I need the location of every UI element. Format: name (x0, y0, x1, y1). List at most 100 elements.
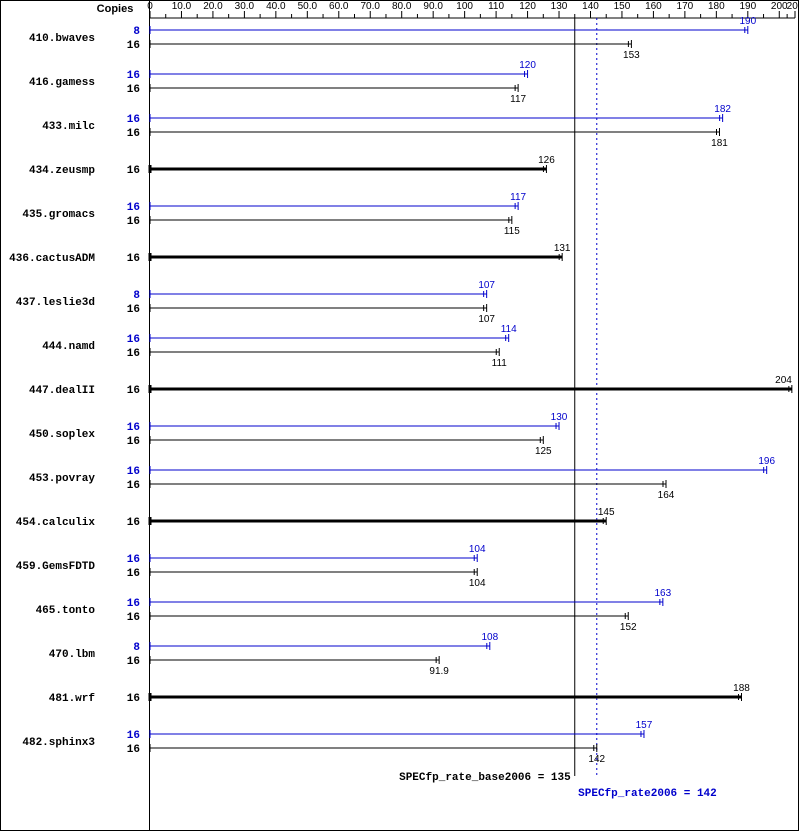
benchmark-label: 459.GemsFDTD (16, 561, 96, 573)
peak-bar-value: 157 (636, 720, 653, 731)
x-tick-label: 170 (677, 1, 694, 12)
copies-value-peak: 16 (127, 554, 140, 566)
benchmark-label: 437.leslie3d (16, 297, 95, 309)
copies-value: 16 (127, 517, 140, 529)
peak-bar-value: 190 (739, 16, 756, 27)
x-tick-label: 160 (645, 1, 662, 12)
base-bar-value: 104 (469, 578, 486, 589)
base-bar-value: 125 (535, 446, 552, 457)
x-tick-label: 205 (787, 1, 799, 12)
benchmark-label: 433.milc (42, 121, 95, 133)
benchmark-label: 444.namd (42, 341, 95, 353)
copies-value-peak: 8 (133, 290, 140, 302)
peak-bar-value: 130 (551, 412, 568, 423)
copies-value-base: 16 (127, 40, 140, 52)
copies-value-base: 16 (127, 348, 140, 360)
copies-value-base: 16 (127, 480, 140, 492)
x-tick-label: 10.0 (172, 1, 192, 12)
copies-value: 16 (127, 253, 140, 265)
benchmark-label: 447.dealII (29, 385, 95, 397)
peak-bar-value: 196 (758, 456, 775, 467)
benchmark-label: 435.gromacs (22, 209, 95, 221)
base-bar-value: 204 (775, 375, 792, 386)
x-tick-label: 60.0 (329, 1, 349, 12)
x-tick-label: 30.0 (235, 1, 255, 12)
x-tick-label: 200 (771, 1, 788, 12)
base-bar-value: 181 (711, 138, 728, 149)
base-bar-value: 188 (733, 683, 750, 694)
benchmark-label: 481.wrf (49, 693, 96, 705)
base-bar-value: 111 (492, 358, 508, 369)
x-tick-label: 190 (739, 1, 756, 12)
benchmark-label: 470.lbm (49, 649, 96, 661)
copies-value-peak: 16 (127, 422, 140, 434)
x-tick-label: 50.0 (298, 1, 318, 12)
copies-value-peak: 16 (127, 202, 140, 214)
copies-value-peak: 8 (133, 642, 140, 654)
x-tick-label: 180 (708, 1, 725, 12)
benchmark-label: 453.povray (29, 473, 95, 485)
x-tick-label: 90.0 (423, 1, 443, 12)
peak-bar-value: 182 (714, 104, 731, 115)
benchmark-label: 436.cactusADM (9, 253, 95, 265)
copies-header: Copies (97, 3, 134, 15)
benchmark-label: 416.gamess (29, 77, 95, 89)
benchmark-label: 465.tonto (36, 605, 96, 617)
x-tick-label: 120 (519, 1, 536, 12)
peak-bar-value: 120 (519, 60, 536, 71)
base-bar-value: 152 (620, 622, 637, 633)
copies-value-base: 16 (127, 84, 140, 96)
benchmark-label: 454.calculix (16, 517, 96, 529)
base-bar-value: 164 (658, 490, 675, 501)
x-tick-label: 100 (456, 1, 473, 12)
peak-bar-value: 117 (510, 192, 526, 203)
x-tick-label: 40.0 (266, 1, 286, 12)
spec-rate-chart: 0 10.0 20.0 30.0 40.0 50.0 60.0 70.0 80.0 90.0 100… (0, 0, 799, 831)
copies-value-base: 16 (127, 656, 140, 668)
base-bar-value: 115 (504, 226, 520, 237)
base-bar-value: 142 (588, 754, 605, 765)
base-bar-value: 145 (598, 507, 615, 518)
copies-value-base: 16 (127, 216, 140, 228)
copies-value-peak: 16 (127, 466, 140, 478)
copies-value: 16 (127, 385, 140, 397)
summary-peak: SPECfp_rate2006 = 142 (578, 788, 717, 800)
benchmark-label: 434.zeusmp (29, 165, 95, 177)
copies-value-peak: 16 (127, 730, 140, 742)
base-bar-value: 131 (554, 243, 571, 254)
peak-bar-value: 108 (481, 632, 498, 643)
x-tick-label: 80.0 (392, 1, 412, 12)
peak-bar-value: 107 (478, 280, 495, 291)
copies-value-base: 16 (127, 744, 140, 756)
copies-value-base: 16 (127, 568, 140, 580)
benchmark-label: 450.soplex (29, 429, 95, 441)
x-tick-label: 70.0 (361, 1, 381, 12)
benchmark-label: 482.sphinx3 (22, 737, 95, 749)
chart-frame (1, 1, 799, 831)
copies-value-peak: 16 (127, 70, 140, 82)
copies-value-peak: 16 (127, 598, 140, 610)
base-bar-value: 117 (510, 94, 526, 105)
x-tick-label: 150 (614, 1, 631, 12)
x-tick-label: 0 (147, 1, 153, 12)
x-tick-label: 140 (582, 1, 599, 12)
peak-bar-value: 163 (655, 588, 672, 599)
base-bar-value: 107 (478, 314, 495, 325)
copies-value-base: 16 (127, 128, 140, 140)
copies-value-base: 16 (127, 436, 140, 448)
x-tick-label: 20.0 (203, 1, 223, 12)
benchmark-label: 410.bwaves (29, 33, 95, 45)
copies-value-peak: 8 (133, 26, 140, 38)
copies-value: 16 (127, 693, 140, 705)
copies-value-base: 16 (127, 612, 140, 624)
copies-value-peak: 16 (127, 114, 140, 126)
copies-value-base: 16 (127, 304, 140, 316)
base-bar-value: 153 (623, 50, 640, 61)
copies-value: 16 (127, 165, 140, 177)
x-tick-label: 110 (488, 1, 504, 12)
copies-value-peak: 16 (127, 334, 140, 346)
base-bar-value: 126 (538, 155, 555, 166)
peak-bar-value: 104 (469, 544, 486, 555)
base-bar-value: 91.9 (429, 666, 449, 677)
peak-bar-value: 114 (501, 324, 517, 335)
